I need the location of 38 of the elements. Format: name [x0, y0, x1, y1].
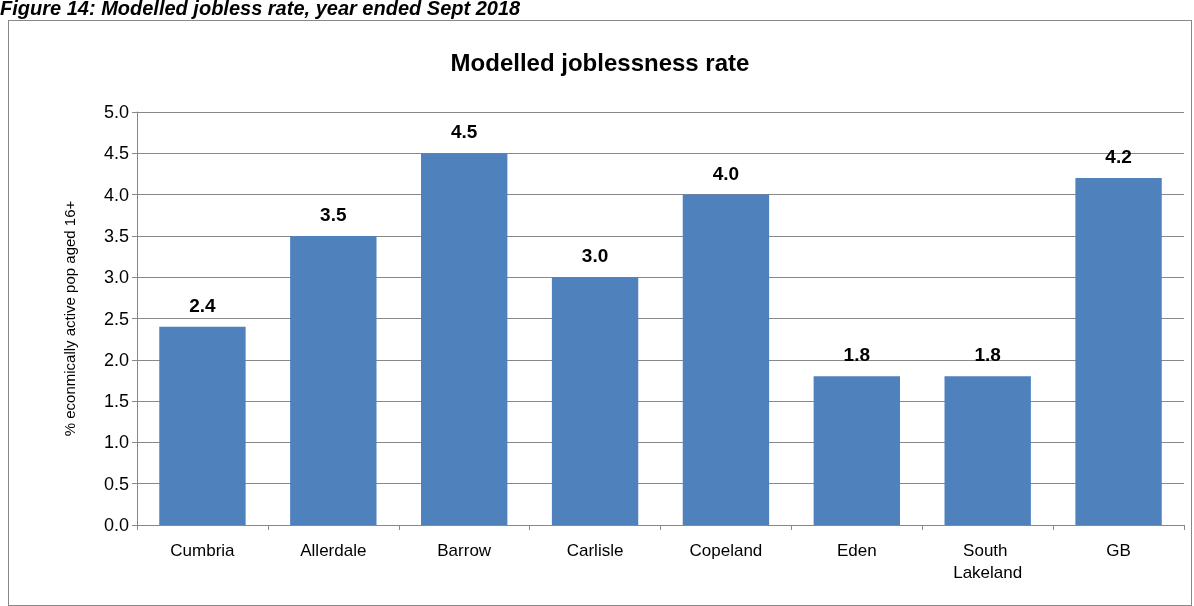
data-label: 1.8 — [974, 344, 1001, 366]
data-label: 2.4 — [189, 294, 217, 316]
data-label: 4.2 — [1105, 146, 1132, 168]
bar — [159, 326, 246, 525]
y-tick-label: 1.5 — [103, 391, 129, 412]
data-label: 3.0 — [581, 245, 609, 267]
y-tick-label: 5.0 — [103, 102, 129, 122]
y-tick-label: 3.0 — [103, 267, 129, 288]
data-label: 3.5 — [320, 203, 347, 225]
caption: Figure 14: Modelled jobless rate, year ended Sept 2018 — [0, 0, 521, 20]
bar — [944, 376, 1031, 525]
x-tick-label: Cumbria — [170, 540, 236, 560]
y-tick-label: 2.5 — [103, 308, 129, 329]
y-tick-label: 4.0 — [103, 184, 129, 205]
data-label: 1.8 — [843, 344, 871, 366]
x-tick-label: South Lakeland — [953, 540, 1023, 582]
x-tick-label: Allerdale — [300, 540, 367, 560]
x-tick-label: Carlisle — [566, 540, 624, 560]
bar — [1075, 178, 1162, 525]
bar — [290, 235, 377, 525]
bar — [682, 194, 770, 525]
y-tick-label: 3.5 — [103, 225, 129, 246]
y-axis-title: % econmically active pop aged 16+ — [61, 200, 78, 437]
data-label: 4.5 — [450, 121, 478, 143]
bar — [421, 153, 508, 525]
bar — [551, 277, 639, 525]
y-tick-label: 1.0 — [103, 432, 129, 453]
y-tick-label: 2.0 — [103, 349, 129, 370]
chart-title: Modelled joblessness rate — [450, 48, 750, 76]
y-tick-label: 0.5 — [103, 473, 129, 494]
y-tick-label: 0.0 — [103, 515, 129, 535]
x-tick-label: Copeland — [689, 540, 763, 560]
y-tick-label: 4.5 — [103, 143, 129, 164]
data-label: 4.0 — [712, 162, 740, 184]
x-tick-label: Eden — [836, 540, 877, 560]
bar — [813, 376, 900, 525]
x-tick-label: Barrow — [437, 540, 492, 560]
x-tick-label: GB — [1106, 540, 1131, 560]
